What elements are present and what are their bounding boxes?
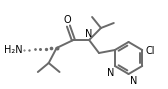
Text: O: O <box>64 15 71 25</box>
Text: H₂N: H₂N <box>4 45 23 55</box>
Text: Cl: Cl <box>145 46 155 56</box>
Text: N: N <box>130 76 137 86</box>
Text: N: N <box>107 68 114 78</box>
Text: N: N <box>86 29 93 39</box>
